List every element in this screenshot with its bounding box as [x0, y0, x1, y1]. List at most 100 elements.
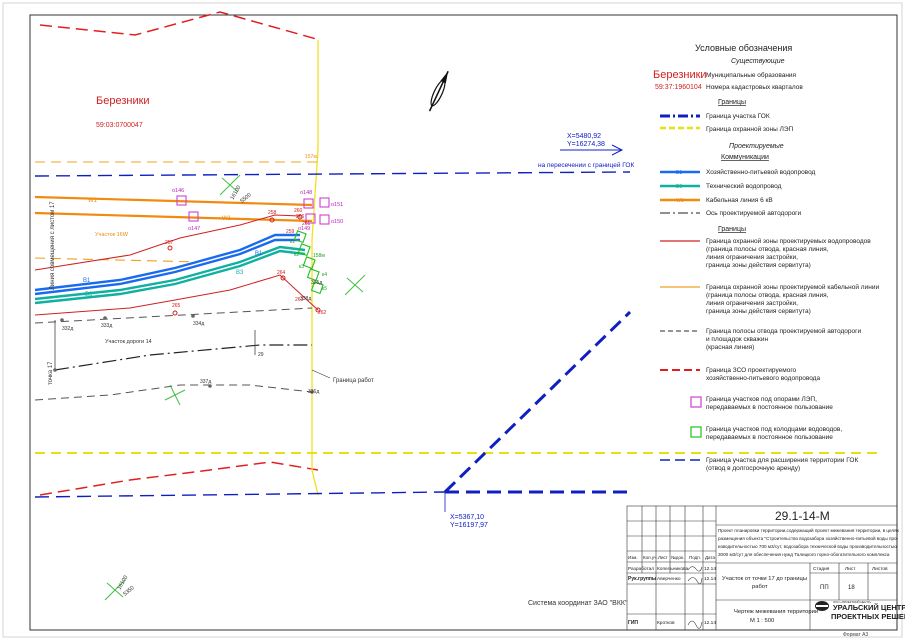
- legend-city-sample: Березники: [653, 69, 707, 81]
- point-label: 336д: [308, 389, 319, 395]
- point-label: 158м: [313, 253, 325, 259]
- title-stage-val: ПП: [820, 585, 829, 591]
- point-label: к3: [299, 264, 304, 270]
- road-strip-bottom: [34, 384, 313, 401]
- point-label: 260: [294, 208, 303, 214]
- title-hdr: Лист: [658, 555, 668, 560]
- legend-gok-extend-line: (отвод в долгосрочную аренду): [706, 465, 800, 472]
- boundary-points: [167, 214, 321, 316]
- legend-w1-code: W1: [676, 198, 684, 204]
- gok-border-top: [34, 171, 631, 177]
- works-boundary-yellow: [311, 40, 319, 496]
- legend-existing-heading: Существующие: [731, 58, 785, 65]
- title-hdr: Подп.: [689, 555, 701, 560]
- legend-well-plots-line: передаваемых в постоянное пользование: [706, 434, 833, 441]
- legend-well-plots-line: Граница участков под колодцами водоводов…: [706, 426, 842, 433]
- legend-lep-zone: Граница охранной зоны ЛЭП: [706, 125, 794, 133]
- map-w1-label-a: W1: [88, 198, 98, 204]
- title-hdr: Кол.уч.: [643, 555, 658, 560]
- water-pipe-b3-a: [34, 245, 306, 301]
- point-label: 333д: [101, 323, 112, 329]
- signature-1-icon: [687, 566, 703, 572]
- title-project: Проект планировки территории,содержащий …: [718, 527, 900, 557]
- company-small: ООО «ПРОЕКТНЫЙ ЦЕНТР»: [833, 600, 872, 604]
- point-labels: 257 258 259 260 261 262 263 264 265 266 …: [62, 154, 327, 395]
- point-label: 265: [172, 303, 181, 309]
- legend-road-strip-line: и площадок скважин: [706, 336, 769, 343]
- legend-water-zone-line: Граница охранной зоны проектируемых водо…: [706, 237, 871, 245]
- map-area: Березники 59:03:0700047 Линия совмещения…: [34, 11, 880, 607]
- title-role-3: ГИП: [628, 620, 638, 626]
- map-plot-16: Участок 16W: [95, 232, 129, 238]
- point-label: к5: [322, 286, 327, 292]
- legend-cad-desc: Номера кадастровых кварталов: [706, 84, 803, 91]
- legend-gok-border: Граница участка ГОК: [706, 113, 770, 120]
- legend-lep-plots-line: передаваемых в постоянное пользование: [706, 404, 833, 411]
- legend-road-strip: Граница полосы отвода проектируемой авто…: [706, 327, 862, 351]
- legend-cad-sample: 59:37:1960104: [655, 84, 702, 91]
- map-coord-top-y: Y=16274,38: [567, 141, 605, 148]
- zso-border-top: [39, 11, 321, 41]
- road-strip-top: [34, 307, 313, 324]
- legend-b3-code: B3: [676, 184, 682, 190]
- map-works-border: Граница работ: [333, 378, 374, 384]
- point-label: 263: [295, 297, 304, 303]
- lep-square-148: [303, 198, 314, 209]
- title-stage-hdr: Стадия: [813, 566, 830, 572]
- title-project-line: Проект планировки территории,содержащий …: [718, 527, 900, 533]
- title-hdr: №док.: [671, 555, 684, 560]
- legend-zso-line: Граница ЗСО проектируемого: [706, 367, 797, 374]
- gok-extension-diagonal: [443, 310, 632, 494]
- point-label: 264: [277, 270, 286, 276]
- well-square-3: [302, 256, 316, 270]
- cable-line-w1-a: [34, 195, 313, 207]
- legend: Условные обозначения Существующие Березн…: [653, 43, 879, 472]
- map-overlap-line-label: Линия совмещения с листом 17: [50, 201, 56, 290]
- point-label: 337д: [200, 379, 211, 385]
- title-block: [626, 505, 898, 631]
- point-label: 266: [296, 214, 305, 220]
- title-drawing: Чертеж межевания территории М 1 : 500: [734, 609, 818, 624]
- map-coord-bottom-x: X=5367,10: [450, 514, 484, 521]
- legend-title: Условные обозначения: [695, 43, 792, 53]
- map-b3-label-a: B3: [85, 292, 93, 298]
- water-pipe-b3-b: [34, 249, 306, 305]
- signature-3-icon: [687, 620, 703, 629]
- road-points: [53, 314, 314, 394]
- grid-crosses: [104, 174, 366, 601]
- legend-road-strip-line: Граница полосы отвода проектируемой авто…: [706, 327, 862, 335]
- map-city-name: Березники: [96, 95, 150, 107]
- legend-water-zone-line: линия ограничения застройки,: [706, 253, 798, 261]
- title-drawing-line: Чертеж межевания территории: [734, 609, 818, 615]
- legend-cable-zone: Граница охранной зоны проектируемой кабе…: [706, 283, 879, 315]
- legend-cable-zone-line: Граница охранной зоны проектируемой кабе…: [706, 283, 879, 291]
- point-label: 157м: [305, 154, 317, 160]
- signature-2-icon: [687, 577, 703, 585]
- title-date-3: 12.14: [704, 620, 716, 626]
- legend-cable-zone-line: (граница полосы отвода, красная линия,: [706, 292, 829, 299]
- title-sheet-val: 18: [848, 585, 855, 591]
- title-header-row: Изм. Кол.уч. Лист №док. Подп. Дата: [628, 555, 715, 560]
- point-label: к1: [290, 239, 295, 245]
- title-sheets-hdr: Листов: [872, 566, 888, 572]
- well-square-5: [310, 281, 324, 295]
- title-hdr: Дата: [705, 555, 715, 560]
- title-code: 29.1-14-М: [775, 509, 830, 523]
- drawing-frame: [29, 14, 898, 631]
- gok-border-bottom: [34, 491, 446, 498]
- square-label: о148: [300, 190, 312, 196]
- title-project-line: размещения объекта "Строительство водоза…: [718, 535, 899, 541]
- point-label: к2: [294, 252, 299, 258]
- map-b1-label-b: B1: [255, 251, 263, 257]
- point-label: 259: [286, 229, 295, 235]
- square-labels: о146 о147 о148 о149 о150 о151: [172, 188, 343, 232]
- square-label: о146: [172, 188, 184, 194]
- lep-square-147: [188, 211, 199, 222]
- arrow-icon: [611, 144, 624, 156]
- map-b1-label-a: B1: [83, 278, 91, 284]
- company-line-1: УРАЛЬСКИЙ ЦЕНТР: [833, 603, 905, 612]
- legend-lep-plots: Граница участков под опорами ЛЭП, переда…: [706, 396, 833, 411]
- lep-square-150: [319, 214, 330, 225]
